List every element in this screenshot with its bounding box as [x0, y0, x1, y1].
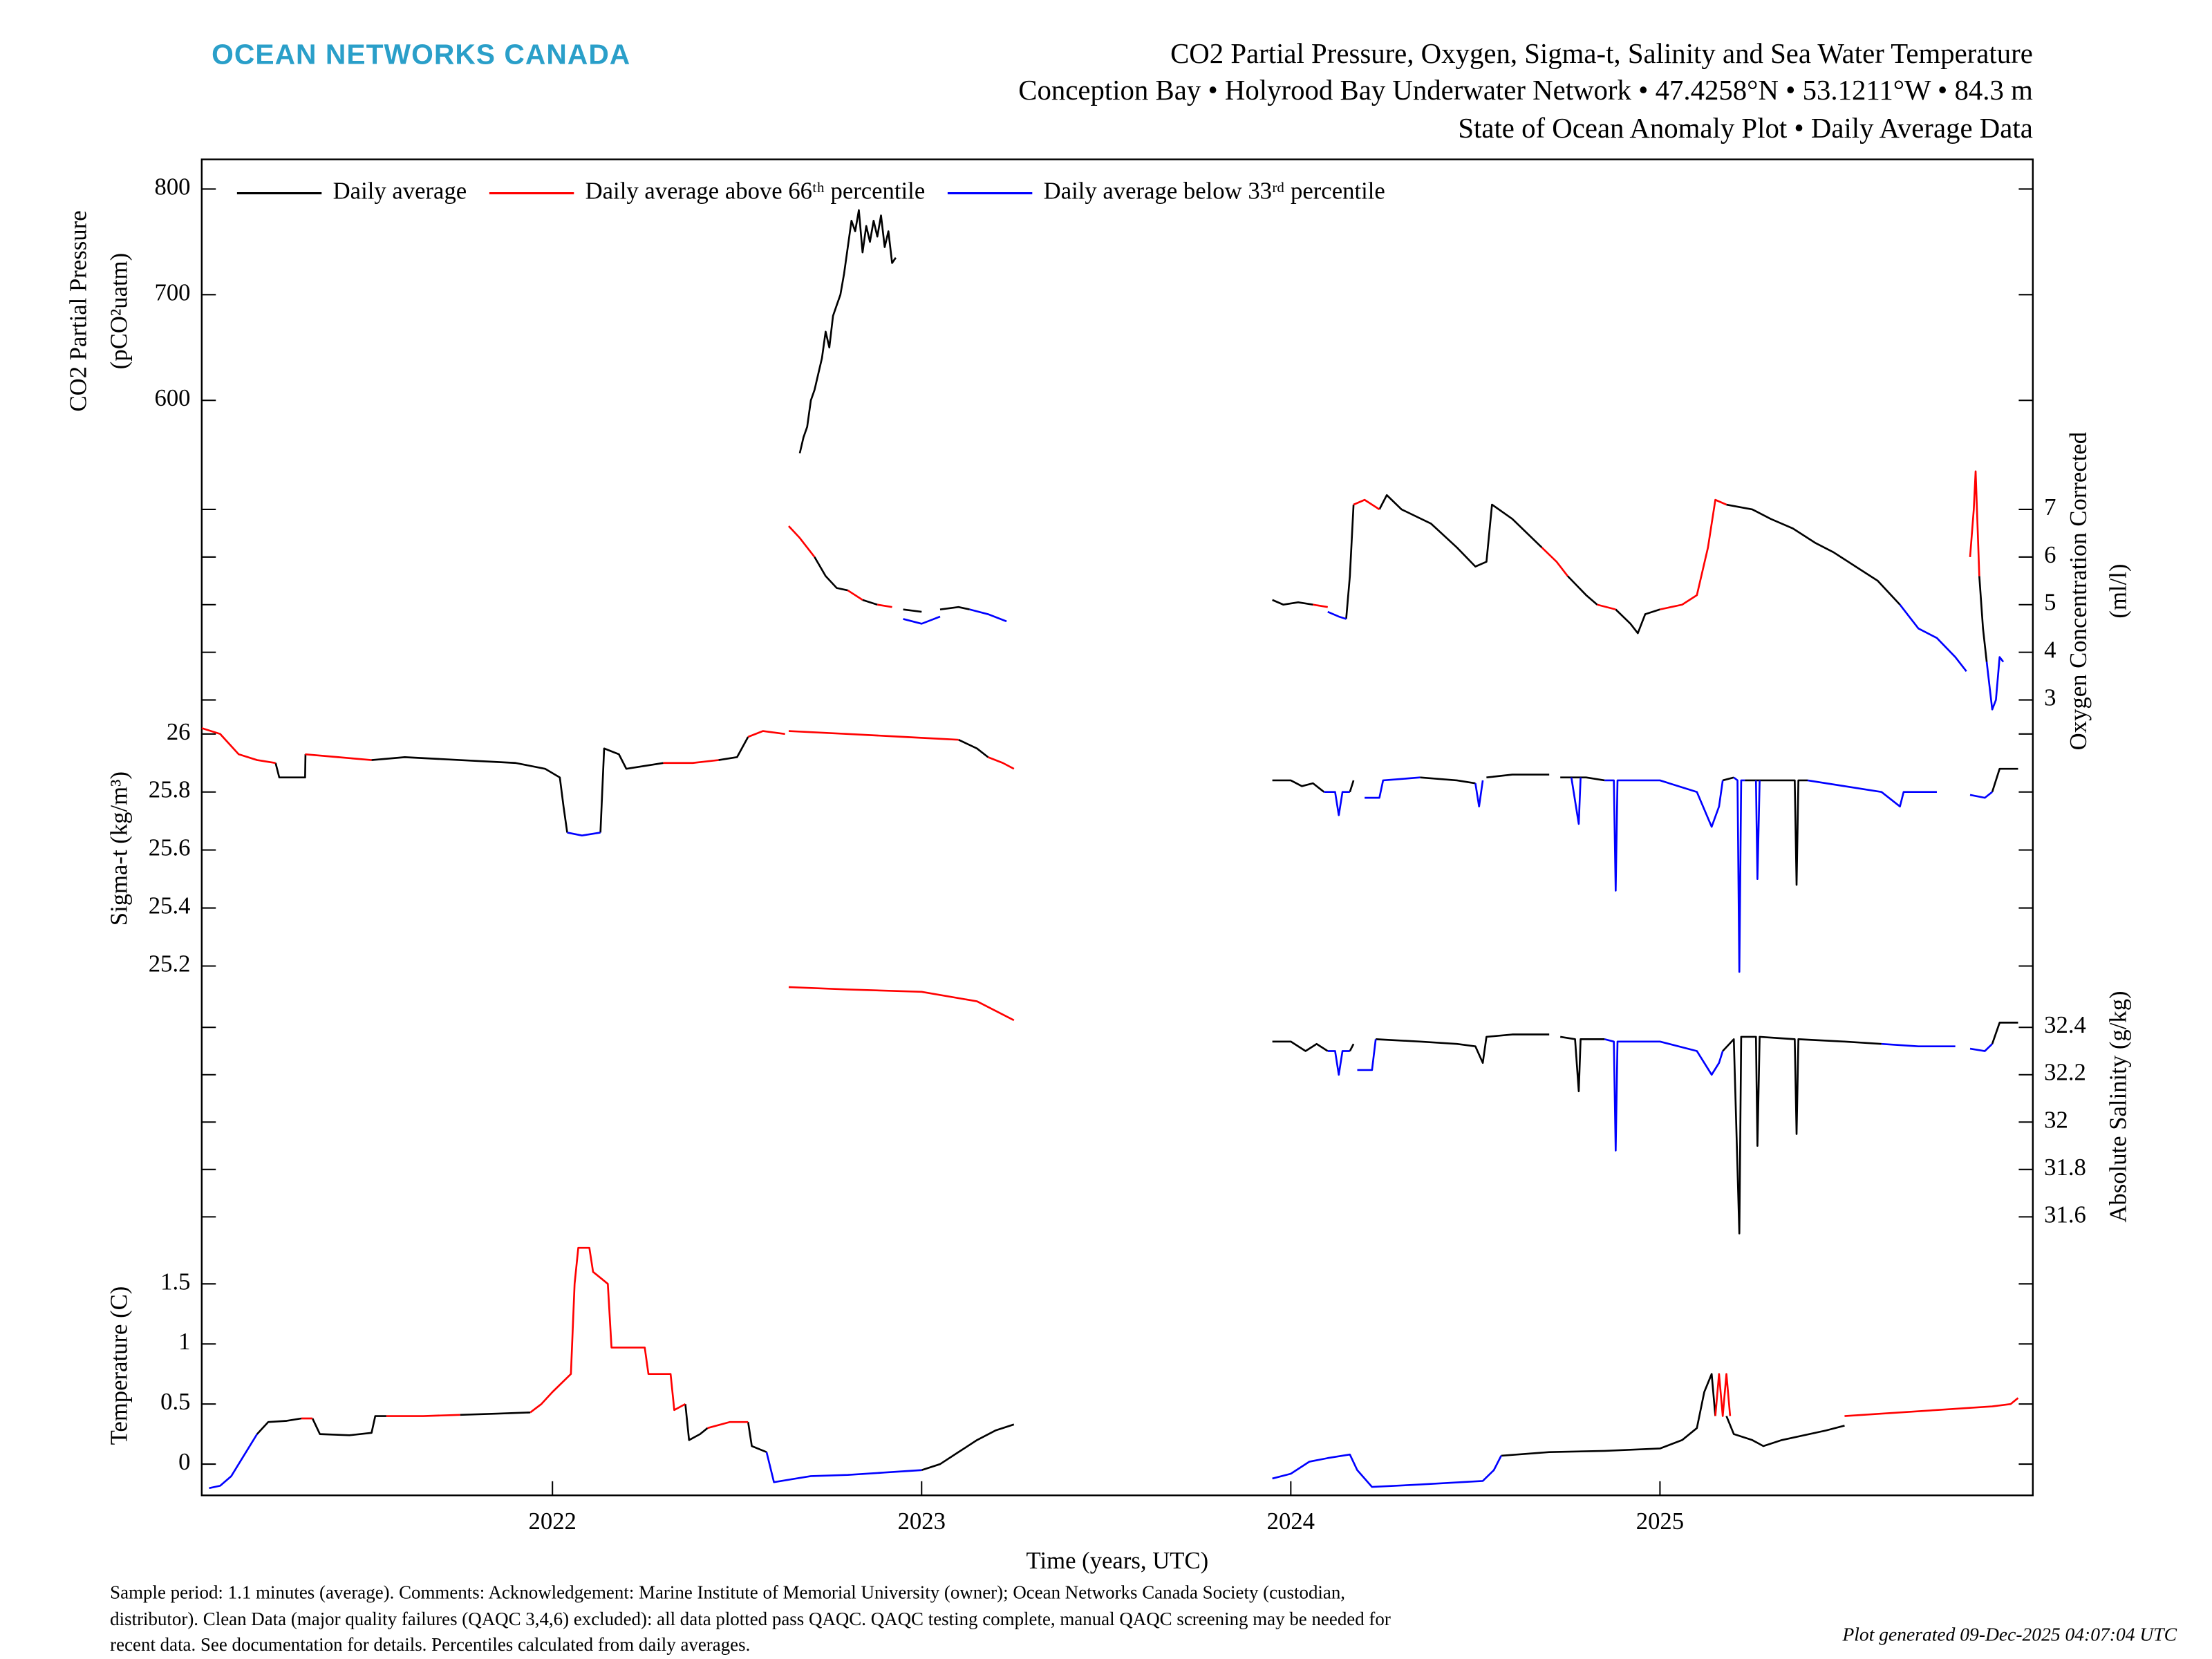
y-tick-label: 26	[167, 718, 191, 745]
y-tick-label: 0	[178, 1448, 190, 1475]
legend-label: Daily average below 33ʳᵈ percentile	[1044, 178, 1385, 205]
y-tick-label: 1	[178, 1328, 190, 1355]
y-axis-label: Temperature (C)	[105, 1286, 132, 1445]
data-line	[788, 986, 1015, 1022]
data-line	[1272, 1022, 2018, 1235]
plot-frame	[200, 158, 2034, 1497]
footer-note: recent data. See documentation for detai…	[110, 1634, 750, 1655]
data-line	[256, 1373, 1845, 1472]
y-axis-label: (ml/l)	[2104, 564, 2131, 619]
footer-note: distributor). Clean Data (major quality …	[110, 1609, 1391, 1629]
y-tick-label: 0.5	[160, 1388, 190, 1415]
brand: OCEAN NETWORKS CANADA	[212, 38, 630, 70]
y-axis-label: Oxygen Concentration Corrected	[2065, 432, 2092, 750]
y-tick-label: 6	[2044, 541, 2056, 568]
y-tick-label: 25.6	[149, 834, 191, 861]
x-tick-label: 2025	[1636, 1508, 1684, 1535]
x-axis-label: Time (years, UTC)	[1026, 1547, 1208, 1574]
y-tick-label: 32.2	[2044, 1059, 2086, 1086]
y-tick-label: 25.8	[149, 776, 191, 803]
y-axis-label: (pCO²uatm)	[105, 253, 132, 369]
y-tick-label: 31.6	[2044, 1201, 2086, 1228]
data-line	[788, 470, 1980, 610]
y-axis-label: Sigma-t (kg/m³)	[105, 771, 132, 926]
y-tick-label: 32.4	[2044, 1011, 2086, 1038]
data-line	[274, 736, 2018, 886]
data-line	[567, 776, 1993, 973]
data-line	[201, 727, 1015, 770]
title-line: State of Ocean Anomaly Plot • Daily Aver…	[1458, 113, 2033, 144]
y-tick-label: 4	[2044, 637, 2056, 664]
y-axis-label: CO2 Partial Pressure	[64, 211, 91, 412]
y-tick-label: 32	[2044, 1106, 2068, 1133]
y-tick-label: 7	[2044, 494, 2056, 521]
data-line	[301, 1246, 2019, 1430]
data-line	[209, 1433, 1502, 1490]
data-line	[814, 494, 1988, 662]
y-tick-label: 800	[154, 173, 190, 200]
y-tick-label: 700	[154, 279, 190, 306]
legend-label: Daily average above 66ᵗʰ percentile	[585, 178, 926, 205]
y-tick-label: 25.4	[149, 892, 191, 919]
y-tick-label: 5	[2044, 589, 2056, 616]
footer-note: Sample period: 1.1 minutes (average). Co…	[110, 1582, 1345, 1602]
y-tick-label: 600	[154, 384, 190, 411]
legend-label: Daily average	[333, 178, 467, 205]
plot-generated: Plot generated 09-Dec-2025 04:07:04 UTC	[1841, 1624, 2177, 1645]
data-line	[798, 209, 897, 453]
x-tick-label: 2024	[1267, 1508, 1315, 1535]
y-tick-label: 25.2	[149, 950, 191, 977]
y-axis-label: Absolute Salinity (g/kg)	[2104, 991, 2131, 1222]
data-line	[903, 603, 2005, 711]
x-tick-label: 2022	[529, 1508, 577, 1535]
y-tick-label: 3	[2044, 684, 2056, 711]
y-tick-label: 31.8	[2044, 1154, 2086, 1181]
data-line	[1327, 1038, 1993, 1152]
y-tick-label: 1.5	[160, 1268, 190, 1295]
title-line: CO2 Partial Pressure, Oxygen, Sigma-t, S…	[1170, 38, 2033, 69]
title-line: Conception Bay • Holyrood Bay Underwater…	[1018, 75, 2033, 106]
x-tick-label: 2023	[898, 1508, 946, 1535]
